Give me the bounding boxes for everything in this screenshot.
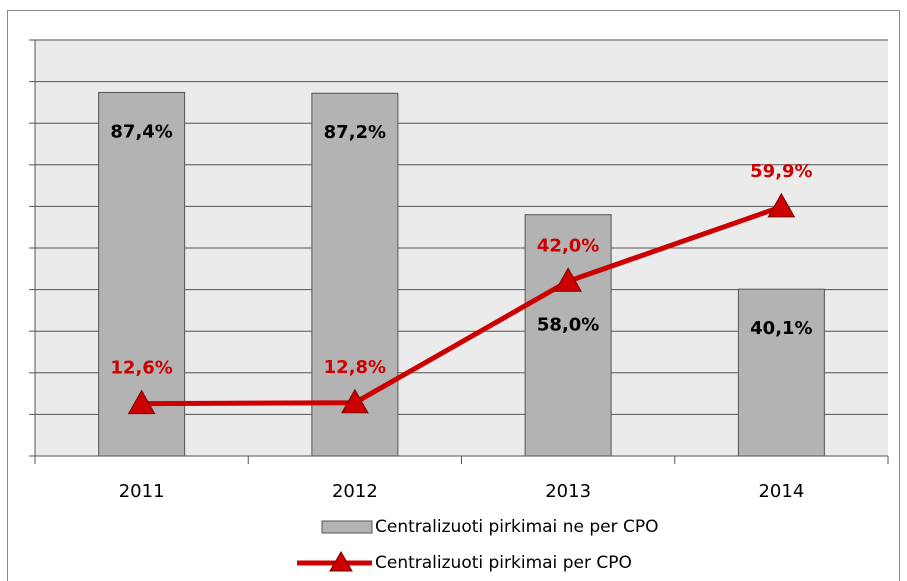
- data-label: 87,4%: [110, 121, 172, 142]
- data-label: 58,0%: [537, 314, 599, 335]
- bar: [737, 288, 825, 457]
- legend-swatch: [321, 520, 373, 534]
- x-tick-label: 2013: [545, 481, 591, 502]
- line: [141, 204, 783, 407]
- data-label: 59,9%: [750, 161, 812, 182]
- line-marker: [554, 267, 582, 292]
- x-tick-label: 2012: [332, 481, 378, 502]
- x-tick-label: 2014: [758, 481, 804, 502]
- data-label: 40,1%: [750, 318, 812, 339]
- bar: [524, 214, 612, 457]
- line-marker: [127, 389, 156, 415]
- data-label: 12,8%: [324, 357, 386, 378]
- x-tick-label: 2011: [119, 481, 165, 502]
- line-marker: [341, 388, 369, 414]
- legend-label: Centralizuoti pirkimai per CPO: [375, 553, 632, 573]
- data-label: 87,2%: [324, 122, 386, 143]
- data-label: 12,6%: [110, 358, 172, 379]
- legend-marker: [329, 551, 353, 572]
- data-label: 42,0%: [537, 235, 599, 256]
- line-marker: [767, 192, 796, 218]
- legend-label: Centralizuoti pirkimai ne per CPO: [375, 517, 658, 537]
